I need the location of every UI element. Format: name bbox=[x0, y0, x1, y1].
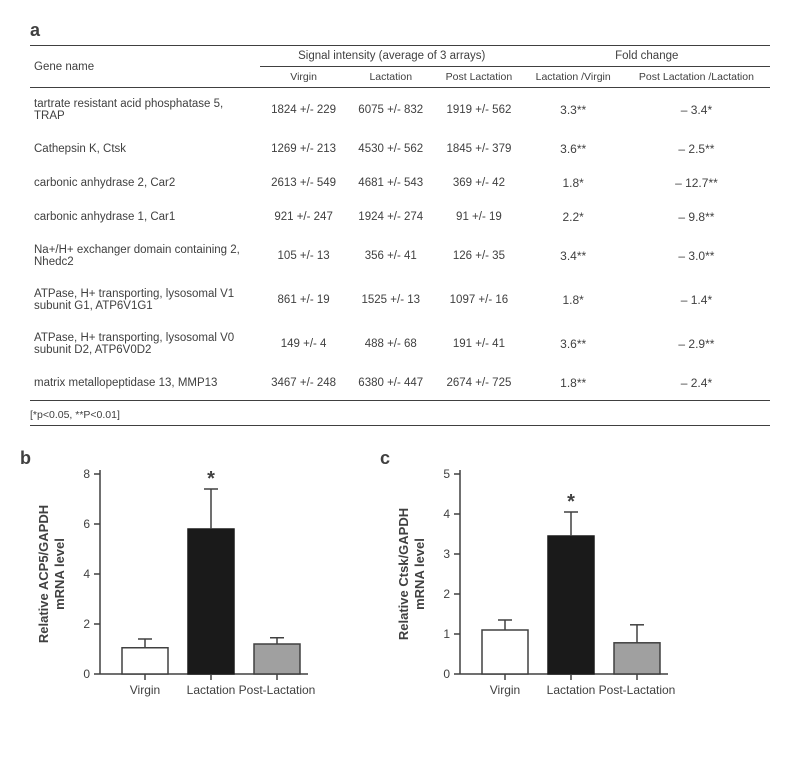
fold2-cell: – 9.8** bbox=[623, 200, 770, 234]
col-fold1: Lactation /Virgin bbox=[523, 67, 622, 88]
fold1-cell: 3.3** bbox=[523, 88, 622, 133]
svg-text:4: 4 bbox=[83, 567, 90, 581]
gene-table: Gene name Signal intensity (average of 3… bbox=[30, 45, 770, 426]
svg-text:mRNA level: mRNA level bbox=[52, 538, 67, 610]
virgin-cell: 105 +/- 13 bbox=[260, 234, 347, 278]
svg-text:0: 0 bbox=[443, 667, 450, 681]
chart-c: 0 1 2 3 4 5 Virgin Lactation * Post-Lactation Rela… bbox=[390, 454, 690, 714]
fold2-cell: – 2.9** bbox=[623, 322, 770, 366]
svg-text:*: * bbox=[207, 468, 215, 490]
header-fold-group: Fold change bbox=[523, 46, 770, 67]
fold2-cell: – 12.7** bbox=[623, 166, 770, 200]
svg-text:5: 5 bbox=[443, 467, 450, 481]
lactation-cell: 4681 +/- 543 bbox=[347, 166, 434, 200]
post-cell: 1097 +/- 16 bbox=[434, 278, 523, 322]
fold1-cell: 3.6** bbox=[523, 322, 622, 366]
lactation-cell: 1924 +/- 274 bbox=[347, 200, 434, 234]
svg-text:4: 4 bbox=[443, 507, 450, 521]
virgin-cell: 1824 +/- 229 bbox=[260, 88, 347, 133]
post-cell: 369 +/- 42 bbox=[434, 166, 523, 200]
fold1-cell: 3.6** bbox=[523, 132, 622, 166]
virgin-cell: 921 +/- 247 bbox=[260, 200, 347, 234]
virgin-cell: 149 +/- 4 bbox=[260, 322, 347, 366]
fold2-cell: – 3.4* bbox=[623, 88, 770, 133]
table-row: carbonic anhydrase 1, Car1921 +/- 247192… bbox=[30, 200, 770, 234]
post-cell: 126 +/- 35 bbox=[434, 234, 523, 278]
fold2-cell: – 1.4* bbox=[623, 278, 770, 322]
svg-text:Relative Ctsk/GAPDH: Relative Ctsk/GAPDH bbox=[396, 508, 411, 640]
gene-cell: matrix metallopeptidase 13, MMP13 bbox=[30, 366, 260, 401]
svg-text:1: 1 bbox=[443, 627, 450, 641]
col-gene: Gene name bbox=[30, 46, 260, 88]
svg-text:mRNA level: mRNA level bbox=[412, 538, 427, 610]
table-row: matrix metallopeptidase 13, MMP133467 +/… bbox=[30, 366, 770, 401]
fold1-cell: 1.8* bbox=[523, 166, 622, 200]
svg-text:*: * bbox=[567, 491, 575, 513]
svg-text:Relative ACP5/GAPDH: Relative ACP5/GAPDH bbox=[36, 505, 51, 643]
svg-text:8: 8 bbox=[83, 467, 90, 481]
post-cell: 2674 +/- 725 bbox=[434, 366, 523, 401]
lactation-cell: 1525 +/- 13 bbox=[347, 278, 434, 322]
table-footnote: [*p<0.05, **P<0.01] bbox=[30, 401, 770, 426]
svg-text:6: 6 bbox=[83, 517, 90, 531]
lactation-cell: 488 +/- 68 bbox=[347, 322, 434, 366]
fold2-cell: – 3.0** bbox=[623, 234, 770, 278]
fold2-cell: – 2.5** bbox=[623, 132, 770, 166]
fold1-cell: 2.2* bbox=[523, 200, 622, 234]
gene-cell: Na+/H+ exchanger domain containing 2, Nh… bbox=[30, 234, 260, 278]
gene-cell: carbonic anhydrase 2, Car2 bbox=[30, 166, 260, 200]
gene-cell: tartrate resistant acid phosphatase 5, T… bbox=[30, 88, 260, 133]
svg-text:Post-Lactation: Post-Lactation bbox=[599, 683, 676, 697]
lactation-cell: 4530 +/- 562 bbox=[347, 132, 434, 166]
table-row: ATPase, H+ transporting, lysosomal V1 su… bbox=[30, 278, 770, 322]
svg-text:0: 0 bbox=[83, 667, 90, 681]
gene-cell: carbonic anhydrase 1, Car1 bbox=[30, 200, 260, 234]
lactation-cell: 356 +/- 41 bbox=[347, 234, 434, 278]
panel-b-label: b bbox=[20, 448, 31, 469]
table-row: ATPase, H+ transporting, lysosomal V0 su… bbox=[30, 322, 770, 366]
panel-b-wrapper: b 02468VirginLactation*Post-LactationRel… bbox=[30, 454, 330, 714]
virgin-cell: 861 +/- 19 bbox=[260, 278, 347, 322]
fold1-cell: 1.8** bbox=[523, 366, 622, 401]
col-lactation: Lactation bbox=[347, 67, 434, 88]
gene-cell: Cathepsin K, Ctsk bbox=[30, 132, 260, 166]
svg-text:Lactation: Lactation bbox=[187, 683, 236, 697]
panel-a-label: a bbox=[30, 20, 770, 41]
table-row: carbonic anhydrase 2, Car22613 +/- 54946… bbox=[30, 166, 770, 200]
gene-cell: ATPase, H+ transporting, lysosomal V1 su… bbox=[30, 278, 260, 322]
lactation-cell: 6075 +/- 832 bbox=[347, 88, 434, 133]
virgin-cell: 2613 +/- 549 bbox=[260, 166, 347, 200]
col-post: Post Lactation bbox=[434, 67, 523, 88]
post-cell: 191 +/- 41 bbox=[434, 322, 523, 366]
virgin-cell: 1269 +/- 213 bbox=[260, 132, 347, 166]
svg-text:2: 2 bbox=[83, 617, 90, 631]
svg-text:Lactation: Lactation bbox=[547, 683, 596, 697]
col-virgin: Virgin bbox=[260, 67, 347, 88]
panel-c-wrapper: c 012345VirginLactation*Post-LactationRe… bbox=[390, 454, 690, 714]
panel-c-label: c bbox=[380, 448, 390, 469]
post-cell: 91 +/- 19 bbox=[434, 200, 523, 234]
virgin-cell: 3467 +/- 248 bbox=[260, 366, 347, 401]
fold1-cell: 3.4** bbox=[523, 234, 622, 278]
svg-text:3: 3 bbox=[443, 547, 450, 561]
header-signal-group: Signal intensity (average of 3 arrays) bbox=[260, 46, 523, 67]
fold2-cell: – 2.4* bbox=[623, 366, 770, 401]
svg-text:Virgin: Virgin bbox=[490, 683, 520, 697]
table-row: tartrate resistant acid phosphatase 5, T… bbox=[30, 88, 770, 133]
table-row: Na+/H+ exchanger domain containing 2, Nh… bbox=[30, 234, 770, 278]
fold1-cell: 1.8* bbox=[523, 278, 622, 322]
svg-text:2: 2 bbox=[443, 587, 450, 601]
post-cell: 1845 +/- 379 bbox=[434, 132, 523, 166]
svg-text:Post-Lactation: Post-Lactation bbox=[239, 683, 316, 697]
gene-cell: ATPase, H+ transporting, lysosomal V0 su… bbox=[30, 322, 260, 366]
post-cell: 1919 +/- 562 bbox=[434, 88, 523, 133]
lactation-cell: 6380 +/- 447 bbox=[347, 366, 434, 401]
col-fold2: Post Lactation /Lactation bbox=[623, 67, 770, 88]
svg-text:Virgin: Virgin bbox=[130, 683, 160, 697]
table-row: Cathepsin K, Ctsk1269 +/- 2134530 +/- 56… bbox=[30, 132, 770, 166]
chart-b: 0 2 4 6 8 Virgin Lactation * Post-Lactation Relat… bbox=[30, 454, 330, 714]
